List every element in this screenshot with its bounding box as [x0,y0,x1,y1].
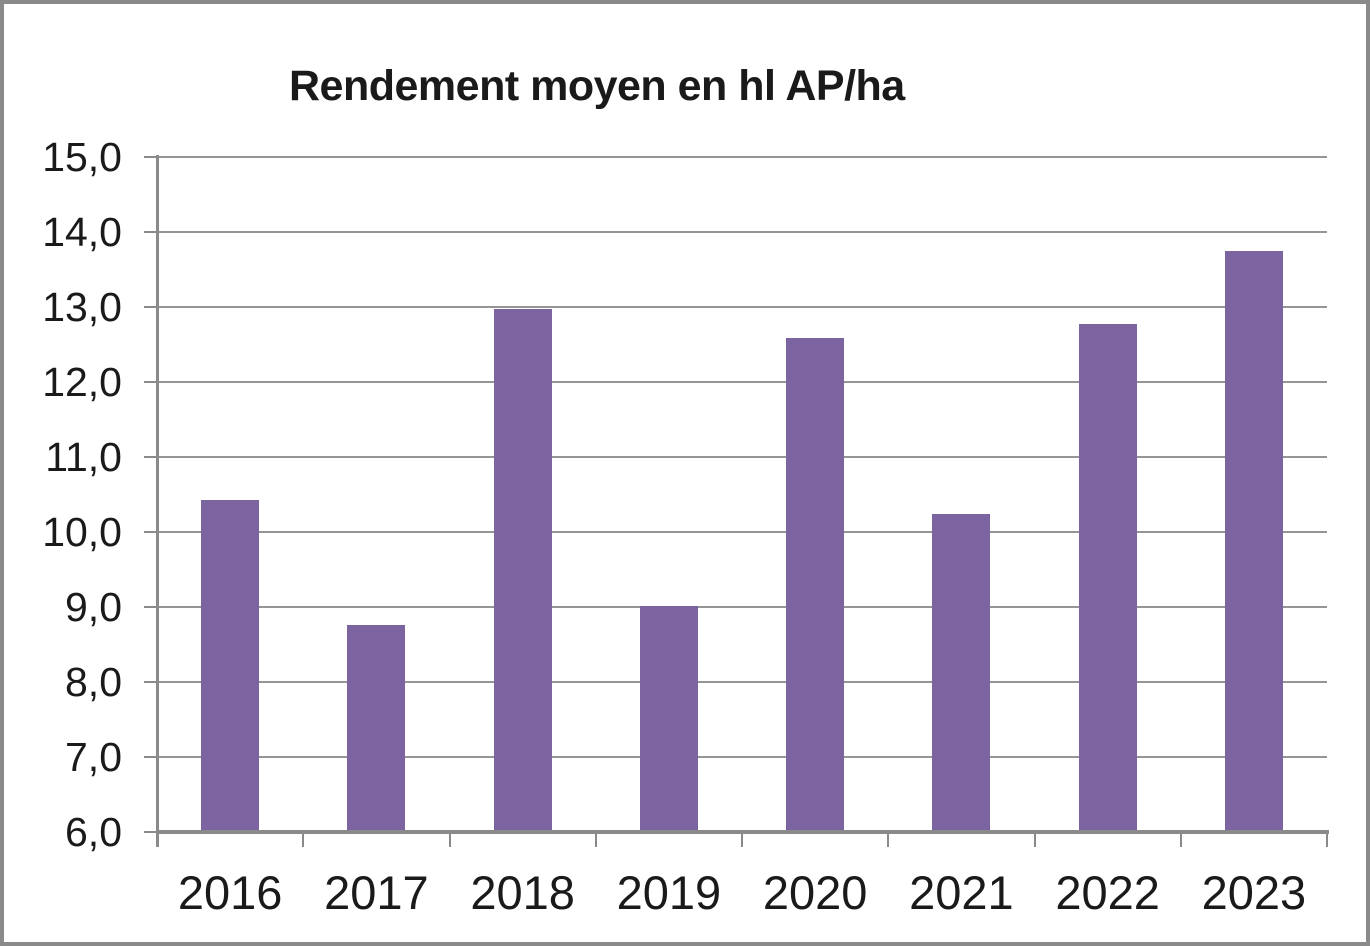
y-axis-tick [144,606,157,608]
y-axis-tick [144,531,157,533]
x-axis-label: 2021 [909,866,1014,919]
y-gridline [157,681,1327,683]
x-axis-label: 2018 [470,866,575,919]
y-axis-label: 14,0 [42,209,122,255]
x-axis-tick [741,832,743,847]
y-axis-tick [144,831,157,833]
bar-2020 [786,337,845,832]
x-axis-label: 2019 [616,866,722,919]
bar-2022 [1078,323,1137,832]
y-axis-tick [144,381,157,383]
y-gridline [157,306,1327,308]
y-axis-tick [144,231,157,233]
y-axis-label: 9,0 [65,584,122,630]
bar-2018 [493,309,552,832]
bar-2017 [347,625,406,832]
y-axis-tick [144,306,157,308]
y-axis-label: 13,0 [42,284,122,330]
x-axis-label: 2020 [762,866,868,919]
chart-title: Rendement moyen en hl AP/ha [289,62,905,110]
bar-2023 [1224,250,1283,832]
y-gridline [157,381,1327,383]
y-gridline [157,756,1327,758]
plot-area: 6,0 7,0 8,0 9,0 10,0 11,0 12,0 13,0 14,0 15,0 2016… [4,4,1366,942]
bar-2019 [639,606,698,832]
x-axis-label: 2017 [324,866,429,919]
x-axis-tick [594,832,597,847]
x-axis-label: 2022 [1055,866,1160,919]
y-axis-label: 8,0 [65,659,122,705]
y-axis-label: 10,0 [42,509,122,555]
y-axis-label: 12,0 [42,359,122,405]
x-axis-tick [1179,832,1182,847]
y-axis-tick [144,681,157,683]
y-gridline [157,456,1327,458]
y-axis-line [156,155,159,847]
y-axis-tick [144,156,157,158]
x-axis-tick [302,832,305,847]
x-axis-tick [448,832,451,847]
y-gridline [157,231,1327,233]
x-axis-tick [156,832,158,847]
y-axis-label: 6,0 [65,809,122,855]
bar-2016 [201,499,260,832]
y-gridline [157,606,1327,608]
x-axis-label: 2023 [1201,866,1307,919]
y-axis-tick [144,756,157,758]
y-axis-label: 15,0 [42,134,122,180]
x-axis-label: 2016 [177,866,283,919]
x-axis-tick [887,832,890,847]
y-gridline [157,156,1327,158]
y-axis-tick [144,456,157,458]
y-axis-label: 11,0 [45,434,122,480]
x-axis-tick [1326,832,1328,847]
x-axis-tick [1033,832,1036,847]
y-gridline [157,531,1327,533]
y-axis-label: 7,0 [65,734,122,780]
bar-2021 [932,514,991,832]
x-axis-line [157,830,1329,834]
